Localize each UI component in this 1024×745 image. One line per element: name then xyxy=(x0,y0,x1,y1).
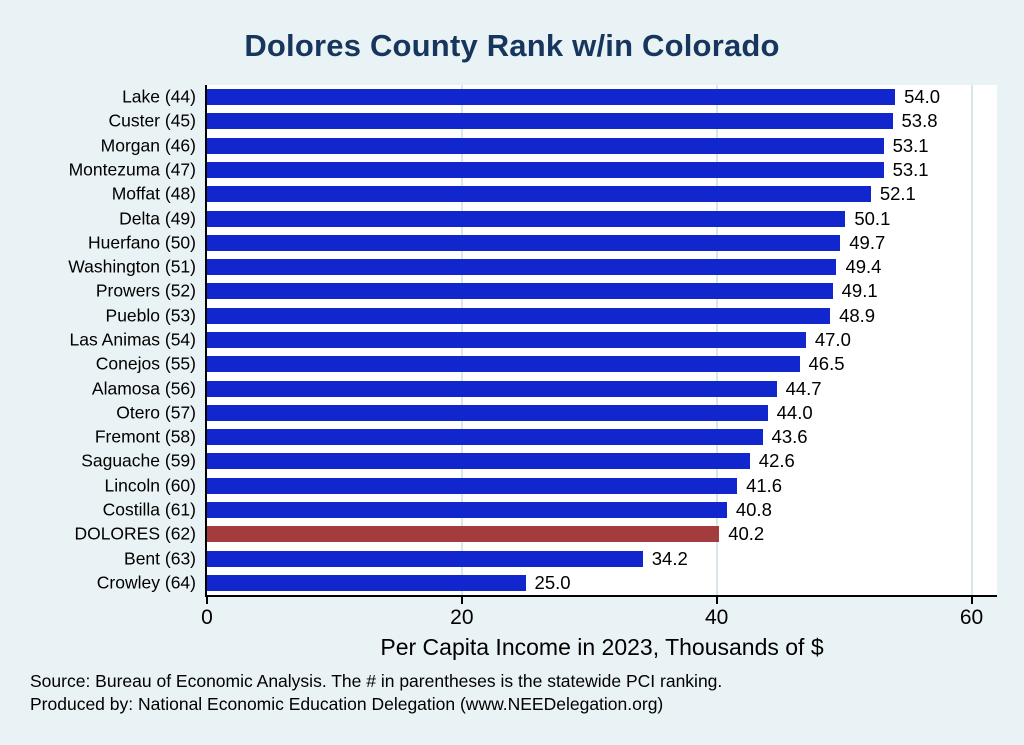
y-axis-label: Crowley (64) xyxy=(96,572,196,593)
gridline xyxy=(970,85,973,595)
value-label: 41.6 xyxy=(746,474,783,496)
produced-by-note: Produced by: National Economic Education… xyxy=(30,694,664,714)
y-axis-label: Otero (57) xyxy=(116,402,196,423)
x-tick-label: 40 xyxy=(704,606,729,629)
y-axis-label: Delta (49) xyxy=(119,208,196,229)
x-axis: 0 20 40 60 xyxy=(201,597,997,635)
x-axis-line xyxy=(205,595,997,597)
bar xyxy=(207,453,750,470)
y-axis-label: Las Animas (54) xyxy=(69,329,196,350)
y-axis-label: Washington (51) xyxy=(68,256,196,277)
value-label: 42.6 xyxy=(758,450,795,472)
plot-area: 54.0 53.8 53.1 53.1 52.1 50.1 49.7 49.4 49.1 48.9… xyxy=(207,85,997,595)
x-tick-label: 60 xyxy=(959,606,984,629)
y-axis-label: Prowers (52) xyxy=(95,280,196,301)
bar xyxy=(207,186,871,203)
bar xyxy=(207,162,884,178)
bar xyxy=(207,550,643,567)
x-tick-mark xyxy=(970,597,973,604)
y-axis-label: Montezuma (47) xyxy=(68,159,196,180)
x-tick-label: 0 xyxy=(201,606,213,629)
value-label: 46.5 xyxy=(808,353,845,375)
bar xyxy=(207,477,738,494)
value-label: 43.6 xyxy=(771,426,808,448)
y-axis-label: Costilla (61) xyxy=(102,499,196,520)
value-label: 40.2 xyxy=(728,523,765,545)
y-axis-labels: Lake (44) Custer (45) Morgan (46) Montezuma… xyxy=(0,85,196,595)
x-tick-mark xyxy=(460,597,463,604)
bar xyxy=(207,137,884,154)
bar xyxy=(207,356,800,373)
y-axis-line xyxy=(205,85,207,597)
y-axis-label: Pueblo (53) xyxy=(105,305,196,326)
value-label: 49.1 xyxy=(841,280,878,302)
x-axis-title: Per Capita Income in 2023, Thousands of … xyxy=(380,634,824,660)
chart-title: Dolores County Rank w/in Colorado xyxy=(244,28,780,63)
value-label: 44.0 xyxy=(776,401,813,423)
y-axis-label: Lake (44) xyxy=(122,86,196,107)
bar xyxy=(207,283,833,300)
y-axis-label: DOLORES (62) xyxy=(74,523,196,544)
bar xyxy=(207,574,526,591)
bar xyxy=(207,89,896,106)
y-axis-label: Conejos (55) xyxy=(95,353,196,374)
value-label: 53.1 xyxy=(892,159,929,180)
value-label: 49.4 xyxy=(845,256,882,278)
y-axis-label: Moffat (48) xyxy=(111,183,196,204)
value-label: 54.0 xyxy=(904,86,941,108)
bar xyxy=(207,307,831,324)
value-label: 52.1 xyxy=(879,183,916,205)
y-axis-label: Saguache (59) xyxy=(81,450,196,471)
bar xyxy=(207,234,841,251)
value-label: 40.8 xyxy=(735,499,772,520)
value-label: 44.7 xyxy=(785,377,822,399)
value-label: 50.1 xyxy=(854,207,891,229)
value-label: 34.2 xyxy=(651,547,688,569)
bar xyxy=(207,380,777,397)
value-label: 53.1 xyxy=(892,134,929,156)
x-tick-mark xyxy=(206,597,208,604)
value-label: 48.9 xyxy=(839,304,876,326)
value-label: 47.0 xyxy=(814,329,851,350)
bar xyxy=(207,332,806,348)
value-label: 25.0 xyxy=(534,571,571,593)
x-tick-mark xyxy=(715,597,718,604)
y-axis-label: Huerfano (50) xyxy=(88,232,196,253)
bar xyxy=(207,502,727,518)
y-axis-label: Lincoln (60) xyxy=(104,475,196,496)
bar xyxy=(207,113,893,130)
y-axis-label: Custer (45) xyxy=(108,110,196,131)
bar xyxy=(207,404,768,421)
y-axis-label: Morgan (46) xyxy=(100,135,196,156)
bar xyxy=(207,429,763,446)
bar xyxy=(207,259,837,276)
source-note: Source: Bureau of Economic Analysis. The… xyxy=(30,671,723,691)
y-axis-label: Bent (63) xyxy=(124,548,196,569)
x-tick-label: 20 xyxy=(450,606,474,629)
value-label: 49.7 xyxy=(849,231,886,253)
bar xyxy=(207,210,846,227)
y-axis-label: Alamosa (56) xyxy=(91,378,196,399)
bar-highlighted xyxy=(207,526,720,543)
value-label: 53.8 xyxy=(901,110,938,132)
y-axis-label: Fremont (58) xyxy=(94,426,196,447)
